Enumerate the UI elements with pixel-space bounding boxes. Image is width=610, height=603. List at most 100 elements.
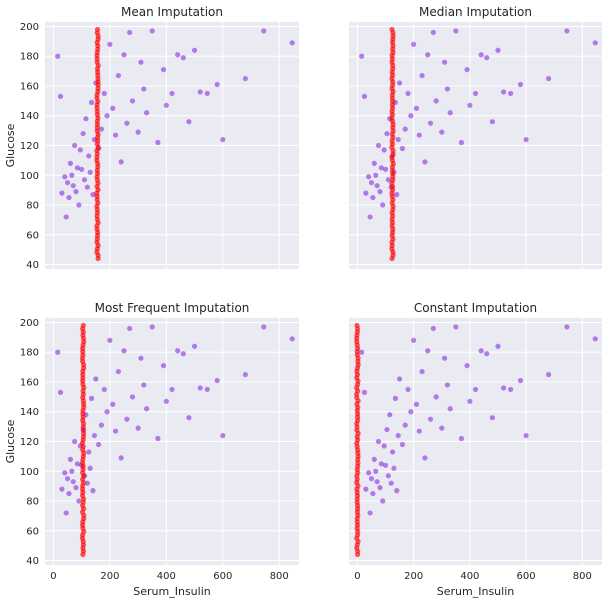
data-point xyxy=(391,465,397,471)
data-point xyxy=(160,363,167,369)
y-tick-label: 80 xyxy=(26,201,39,212)
data-point xyxy=(261,28,267,34)
y-tick-label: 180 xyxy=(20,52,39,63)
data-point xyxy=(57,389,64,395)
data-point xyxy=(67,160,73,166)
subplot-title: Most Frequent Imputation xyxy=(95,301,250,315)
data-point xyxy=(73,485,79,491)
data-point xyxy=(72,438,78,445)
y-tick-label: 100 xyxy=(20,467,39,478)
data-point xyxy=(370,194,376,201)
data-point xyxy=(129,98,136,104)
data-point xyxy=(88,99,95,105)
data-point xyxy=(107,337,113,343)
data-point xyxy=(458,139,465,146)
x-tick-label: 600 xyxy=(213,571,232,582)
data-point xyxy=(62,174,68,180)
data-point xyxy=(115,72,121,79)
y-tick-label: 140 xyxy=(20,407,39,418)
x-tick-label: 0 xyxy=(354,571,360,582)
data-point xyxy=(359,349,365,355)
data-point xyxy=(87,169,93,175)
data-point xyxy=(141,86,147,92)
data-point xyxy=(517,377,524,384)
data-point xyxy=(375,438,382,445)
data-point xyxy=(59,190,65,196)
data-point xyxy=(121,348,127,354)
data-point xyxy=(160,67,167,73)
y-tick-label: 100 xyxy=(20,171,39,182)
data-point xyxy=(394,192,400,198)
data-point xyxy=(375,142,382,149)
data-point xyxy=(422,159,428,165)
data-point xyxy=(74,461,81,467)
imputed-point xyxy=(389,26,395,33)
x-tick-label: 200 xyxy=(100,571,119,582)
data-point xyxy=(389,449,396,455)
data-point xyxy=(359,53,365,59)
data-point xyxy=(377,189,383,195)
data-point xyxy=(96,441,102,448)
data-point xyxy=(112,132,119,138)
data-point xyxy=(242,75,248,82)
data-point xyxy=(138,59,144,65)
data-point xyxy=(144,110,150,116)
data-point xyxy=(478,348,484,354)
data-point xyxy=(361,389,368,395)
data-point xyxy=(127,29,133,36)
data-point xyxy=(430,29,436,36)
data-point xyxy=(197,385,203,391)
y-tick-label: 200 xyxy=(20,318,39,329)
data-point xyxy=(467,398,473,404)
data-point xyxy=(84,480,90,486)
data-point xyxy=(163,398,169,404)
data-point xyxy=(508,90,514,97)
data-point xyxy=(55,53,61,59)
subplot-2: Median Imputation xyxy=(349,5,602,269)
data-point xyxy=(397,80,403,86)
data-point xyxy=(180,351,186,357)
data-point xyxy=(129,394,136,400)
y-tick-label: 160 xyxy=(20,377,39,388)
data-point xyxy=(175,348,181,354)
data-point xyxy=(484,351,490,357)
data-point xyxy=(191,343,198,349)
data-point xyxy=(374,479,380,485)
data-point xyxy=(402,126,408,132)
data-point xyxy=(495,47,501,53)
data-point xyxy=(135,129,141,135)
data-point xyxy=(422,455,428,461)
data-point xyxy=(261,324,267,330)
data-point xyxy=(388,480,394,486)
data-point xyxy=(405,90,411,97)
data-point xyxy=(411,337,417,343)
data-point xyxy=(110,105,116,111)
data-point xyxy=(411,41,417,47)
y-tick-label: 80 xyxy=(26,497,39,508)
data-point xyxy=(458,435,465,442)
data-point xyxy=(472,90,479,97)
data-point xyxy=(439,129,445,135)
data-point xyxy=(377,485,383,491)
data-point xyxy=(545,75,552,82)
data-point xyxy=(370,490,376,497)
y-tick-label: 200 xyxy=(20,22,39,33)
data-point xyxy=(399,441,406,448)
data-point xyxy=(91,432,97,439)
data-point xyxy=(67,456,73,462)
data-point xyxy=(395,432,401,439)
data-point xyxy=(186,119,192,125)
data-point xyxy=(441,59,448,65)
data-point xyxy=(381,443,387,449)
data-point xyxy=(381,147,387,153)
data-point xyxy=(385,177,391,183)
data-point xyxy=(382,462,389,468)
data-point xyxy=(169,90,175,97)
data-point xyxy=(214,377,220,384)
data-point xyxy=(204,386,210,393)
data-point xyxy=(592,336,598,342)
data-point xyxy=(444,86,450,92)
data-point xyxy=(367,510,373,516)
data-point xyxy=(394,488,400,494)
y-tick-label: 40 xyxy=(26,260,39,271)
